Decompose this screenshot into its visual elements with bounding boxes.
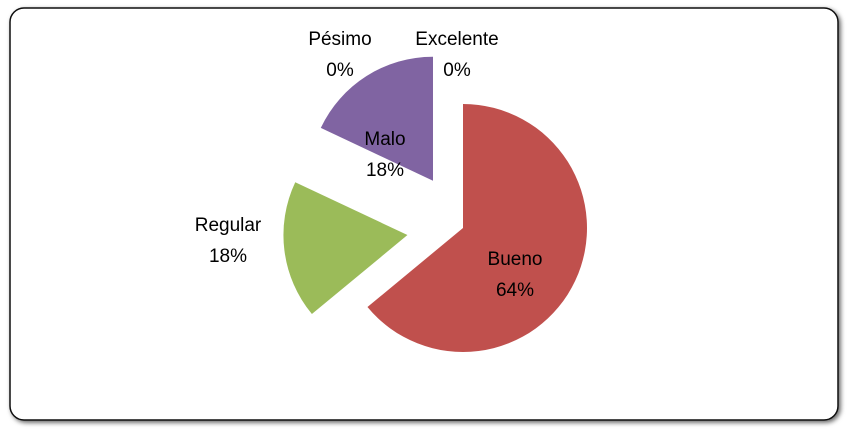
- slice-label: Pésimo: [308, 29, 371, 50]
- slice-label: Regular: [195, 215, 262, 236]
- slice-value-label: 64%: [496, 280, 534, 301]
- pie-slice: [283, 182, 408, 315]
- slice-value-label: 18%: [366, 160, 404, 181]
- pie: [283, 56, 587, 353]
- slice-value-label: 0%: [443, 60, 471, 81]
- pie-slice: [367, 104, 587, 353]
- chart-frame: [9, 7, 839, 421]
- slice-value-label: 0%: [326, 60, 354, 81]
- slice-label: Bueno: [488, 249, 543, 270]
- pie-slice: [320, 56, 433, 181]
- slice-label: Malo: [364, 129, 405, 150]
- labels: Excelente 0% Bueno 64% Regular 18% Malo 18% Pési…: [195, 29, 543, 301]
- slice-value-label: 18%: [209, 246, 247, 267]
- slice-label: Excelente: [415, 29, 498, 50]
